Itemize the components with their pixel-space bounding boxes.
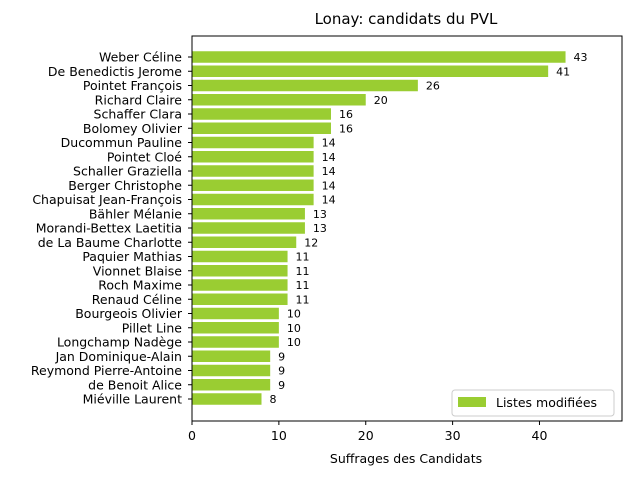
bar bbox=[192, 179, 314, 191]
bar bbox=[192, 165, 314, 177]
bar-value-label: 11 bbox=[296, 279, 310, 292]
bar-value-label: 13 bbox=[313, 222, 327, 235]
axes-frame bbox=[191, 35, 623, 422]
bar bbox=[192, 336, 279, 348]
category-label: Richard Claire bbox=[95, 92, 183, 107]
bar-value-label: 20 bbox=[374, 94, 388, 107]
category-label: Schaffer Clara bbox=[94, 107, 182, 122]
category-label: Reymond Pierre-Antoine bbox=[31, 363, 182, 378]
category-label: Bourgeois Olivier bbox=[75, 306, 183, 321]
category-label: De Benedictis Jerome bbox=[48, 64, 182, 79]
bar-value-label: 16 bbox=[339, 108, 353, 121]
x-tick-label: 20 bbox=[358, 428, 374, 443]
bar bbox=[192, 136, 314, 149]
bars-group bbox=[192, 51, 566, 405]
bar-value-label: 11 bbox=[296, 251, 310, 264]
x-tick-label: 40 bbox=[532, 428, 548, 443]
bar bbox=[192, 208, 305, 220]
bar-value-label: 9 bbox=[278, 379, 285, 392]
bar bbox=[192, 94, 366, 106]
bar bbox=[192, 322, 279, 334]
bar-value-label: 13 bbox=[313, 208, 327, 221]
bar bbox=[192, 236, 297, 248]
bar-value-label: 43 bbox=[574, 51, 588, 64]
bar bbox=[192, 250, 288, 263]
plot-frame bbox=[191, 35, 623, 422]
category-label: de La Baume Charlotte bbox=[38, 235, 183, 250]
bar-value-label: 26 bbox=[426, 80, 440, 93]
x-tick-label: 30 bbox=[445, 428, 461, 443]
bar bbox=[192, 108, 331, 120]
bar-value-label: 12 bbox=[304, 236, 318, 249]
bar bbox=[192, 307, 279, 320]
x-tick-label: 0 bbox=[188, 428, 196, 443]
category-label: Jan Dominique-Alain bbox=[55, 349, 182, 364]
value-labels-group: 4341262016161414141414131312111111111010… bbox=[269, 51, 587, 406]
bar bbox=[192, 193, 314, 206]
bar-value-label: 10 bbox=[287, 322, 301, 335]
category-label: de Benoit Alice bbox=[88, 377, 182, 392]
category-label: Berger Christophe bbox=[68, 178, 182, 193]
bar-value-label: 41 bbox=[556, 65, 570, 78]
bar-value-label: 10 bbox=[287, 336, 301, 349]
category-label: Bolomey Olivier bbox=[83, 121, 183, 136]
bar bbox=[192, 51, 566, 63]
category-label: Roch Maxime bbox=[98, 278, 182, 293]
legend: Listes modifiées bbox=[451, 389, 615, 417]
legend-entry: Listes modifiées bbox=[496, 395, 597, 410]
x-tick-label: 10 bbox=[271, 428, 287, 443]
category-label: Longchamp Nadège bbox=[57, 335, 182, 350]
bar-value-label: 14 bbox=[322, 179, 336, 192]
bar-value-label: 8 bbox=[269, 393, 276, 406]
bar bbox=[192, 293, 288, 305]
category-label: Bähler Mélanie bbox=[89, 206, 182, 221]
x-ticks-group: 0 10 20 30 40 bbox=[188, 421, 547, 443]
category-label: Paquier Mathias bbox=[82, 249, 182, 264]
category-label: Pointet François bbox=[83, 78, 182, 93]
bar bbox=[192, 65, 549, 77]
category-label: Renaud Céline bbox=[92, 292, 183, 307]
category-label: Pointet Cloé bbox=[107, 149, 182, 164]
category-label: Miéville Laurent bbox=[83, 392, 182, 407]
bar-value-label: 11 bbox=[296, 293, 310, 306]
category-label: Weber Céline bbox=[99, 50, 182, 65]
bar-value-label: 11 bbox=[296, 265, 310, 278]
category-label: Ducommun Pauline bbox=[61, 135, 183, 150]
bar bbox=[192, 279, 288, 291]
bar bbox=[192, 265, 288, 277]
bar bbox=[192, 79, 418, 92]
x-axis-label: Suffrages des Candidats bbox=[330, 451, 482, 466]
bar-value-label: 14 bbox=[322, 165, 336, 178]
chart-title: Lonay: candidats du PVL bbox=[315, 10, 498, 28]
bar-value-label: 9 bbox=[278, 365, 285, 378]
bar-value-label: 14 bbox=[322, 137, 336, 150]
bar bbox=[192, 379, 271, 391]
legend-box bbox=[451, 389, 615, 417]
category-label: Vionnet Blaise bbox=[93, 263, 183, 278]
category-label: Schaller Graziella bbox=[73, 164, 182, 179]
bar-value-label: 14 bbox=[322, 194, 336, 207]
category-label: Morandi-Bettex Laetitia bbox=[36, 221, 182, 236]
bar bbox=[192, 393, 262, 405]
bar-value-label: 16 bbox=[339, 122, 353, 135]
bar-value-label: 14 bbox=[322, 151, 336, 164]
category-label: Pillet Line bbox=[122, 320, 183, 335]
bar-value-label: 9 bbox=[278, 350, 285, 363]
bar-value-label: 10 bbox=[287, 308, 301, 321]
category-label: Chapuisat Jean-François bbox=[32, 192, 182, 207]
bar bbox=[192, 122, 331, 134]
legend-swatch bbox=[458, 397, 486, 407]
bar bbox=[192, 222, 305, 234]
bar bbox=[192, 151, 314, 163]
bar bbox=[192, 364, 271, 377]
bar bbox=[192, 350, 271, 362]
